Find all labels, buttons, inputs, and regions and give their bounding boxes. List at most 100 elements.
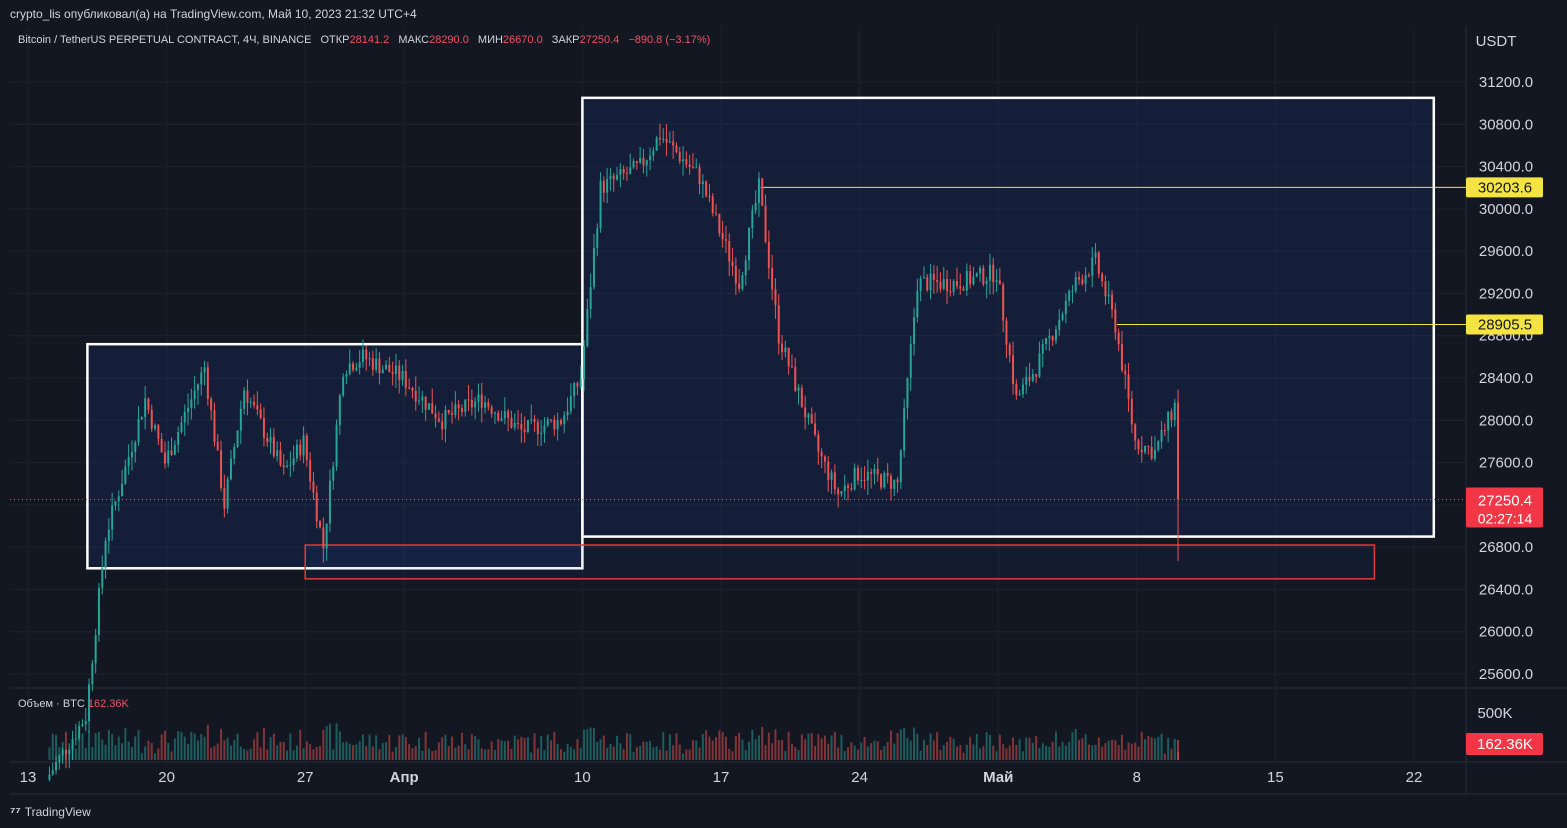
volume-bar: [1104, 743, 1107, 760]
price-tick-label: 28000.0: [1479, 412, 1533, 429]
volume-bar: [517, 739, 520, 760]
candle-body: [658, 137, 661, 140]
volume-bar: [352, 745, 355, 760]
volume-bar: [596, 741, 599, 760]
candle-body: [111, 505, 114, 530]
volume-bar: [292, 750, 295, 760]
volume-bar: [457, 745, 460, 760]
candle-body: [794, 366, 797, 391]
countdown-text: 02:27:14: [1478, 511, 1533, 527]
candle-body: [1058, 319, 1061, 330]
volume-bar: [1061, 741, 1064, 760]
volume-bar: [1160, 733, 1163, 760]
candle-body: [48, 774, 51, 780]
footer[interactable]: ⁷⁷ TradingView: [10, 804, 91, 819]
volume-bar: [497, 739, 500, 760]
volume-bar: [579, 748, 582, 760]
volume-bar: [893, 743, 896, 760]
candle-body: [256, 405, 259, 410]
volume-bar: [233, 740, 236, 760]
volume-bar: [619, 743, 622, 760]
candle-body: [1061, 314, 1064, 320]
volume-bar: [454, 747, 457, 760]
volume-bar: [691, 740, 694, 760]
candle-body: [1127, 374, 1130, 399]
level1-badge-text: 30203.6: [1478, 179, 1532, 196]
candle-body: [388, 364, 391, 373]
volume-bar: [827, 743, 830, 760]
volume-bar: [563, 751, 566, 760]
candle-body: [431, 403, 434, 414]
candle-body: [1150, 446, 1153, 459]
volume-bar: [969, 736, 972, 760]
volume-bar: [431, 751, 434, 760]
volume-bar: [992, 745, 995, 760]
volume-bar: [625, 733, 628, 760]
candle-body: [1078, 277, 1081, 280]
volume-bar: [1120, 734, 1123, 760]
candle-body: [144, 398, 147, 417]
volume-badge-bg: [1466, 733, 1543, 755]
volume-bar: [705, 730, 708, 760]
volume-bar: [375, 735, 378, 760]
volume-bar: [751, 729, 754, 760]
volume-bar: [777, 740, 780, 760]
volume-bar: [886, 741, 889, 760]
volume-bar: [738, 732, 741, 760]
price-tick-label: 30400.0: [1479, 159, 1533, 176]
time-tick-label: 22: [1406, 769, 1423, 786]
candle-body: [427, 403, 430, 410]
volume-bar: [1018, 739, 1021, 760]
candle-body: [886, 472, 889, 476]
volume-bar: [418, 737, 421, 760]
grid: [10, 26, 1567, 795]
volume-bar: [427, 748, 430, 760]
candle-body: [589, 287, 592, 309]
candle-body: [622, 169, 625, 174]
candle-body: [345, 374, 348, 377]
volume-bar: [632, 752, 635, 760]
candle-body: [682, 159, 685, 162]
volume-bar: [441, 736, 444, 760]
candle-body: [470, 399, 473, 408]
candle-body: [233, 447, 236, 459]
volume-bar: [800, 734, 803, 760]
candle-body: [437, 418, 440, 422]
volume-bar: [61, 741, 64, 760]
volume-bar: [744, 750, 747, 760]
volume-bar: [183, 736, 186, 760]
volume-bar: [1157, 736, 1160, 760]
candle-body: [616, 175, 619, 180]
volume-bar: [411, 748, 414, 760]
candle-body: [777, 305, 780, 344]
volume-bar: [226, 737, 229, 760]
volume-bar: [728, 748, 731, 760]
candle-body: [965, 271, 968, 291]
volume-bar: [962, 752, 965, 760]
volume-bar: [510, 748, 513, 760]
candle-body: [97, 587, 100, 636]
price-badge-bg: [1466, 487, 1543, 528]
candle-body: [154, 425, 157, 429]
candle-body: [1051, 336, 1054, 341]
volume-bar: [295, 745, 298, 760]
candle-body: [1173, 402, 1176, 421]
volume-bar: [279, 741, 282, 760]
candle-body: [668, 141, 671, 143]
volume-bar: [424, 731, 427, 760]
candle-body: [820, 451, 823, 457]
volume-bar: [1107, 740, 1110, 760]
volume-bar: [606, 747, 609, 760]
price-badge-text: 27250.4: [1478, 493, 1532, 510]
volume-bar: [540, 736, 543, 760]
candle-body: [500, 418, 503, 421]
volume-bar: [398, 735, 401, 760]
candle-body: [1130, 398, 1133, 425]
candle-body: [985, 280, 988, 285]
candle-body: [309, 459, 312, 482]
candle-body: [507, 411, 510, 418]
volume-bar: [157, 748, 160, 760]
candle-body: [510, 417, 513, 428]
volume-bar: [97, 731, 100, 760]
